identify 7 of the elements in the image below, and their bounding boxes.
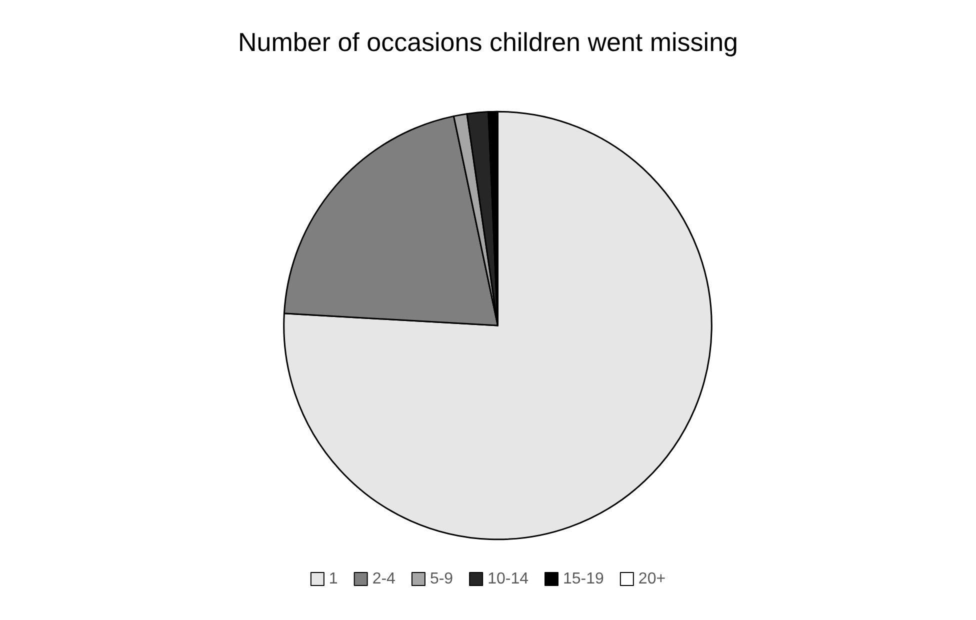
legend-label: 10-14 [488,570,529,588]
legend-label: 2-4 [372,570,396,588]
legend-label: 20+ [638,570,666,588]
legend-label: 15-19 [563,570,604,588]
legend-label: 5-9 [430,570,454,588]
chart-title: Number of occasions children went missing [238,27,738,57]
legend-label: 1 [328,570,338,588]
